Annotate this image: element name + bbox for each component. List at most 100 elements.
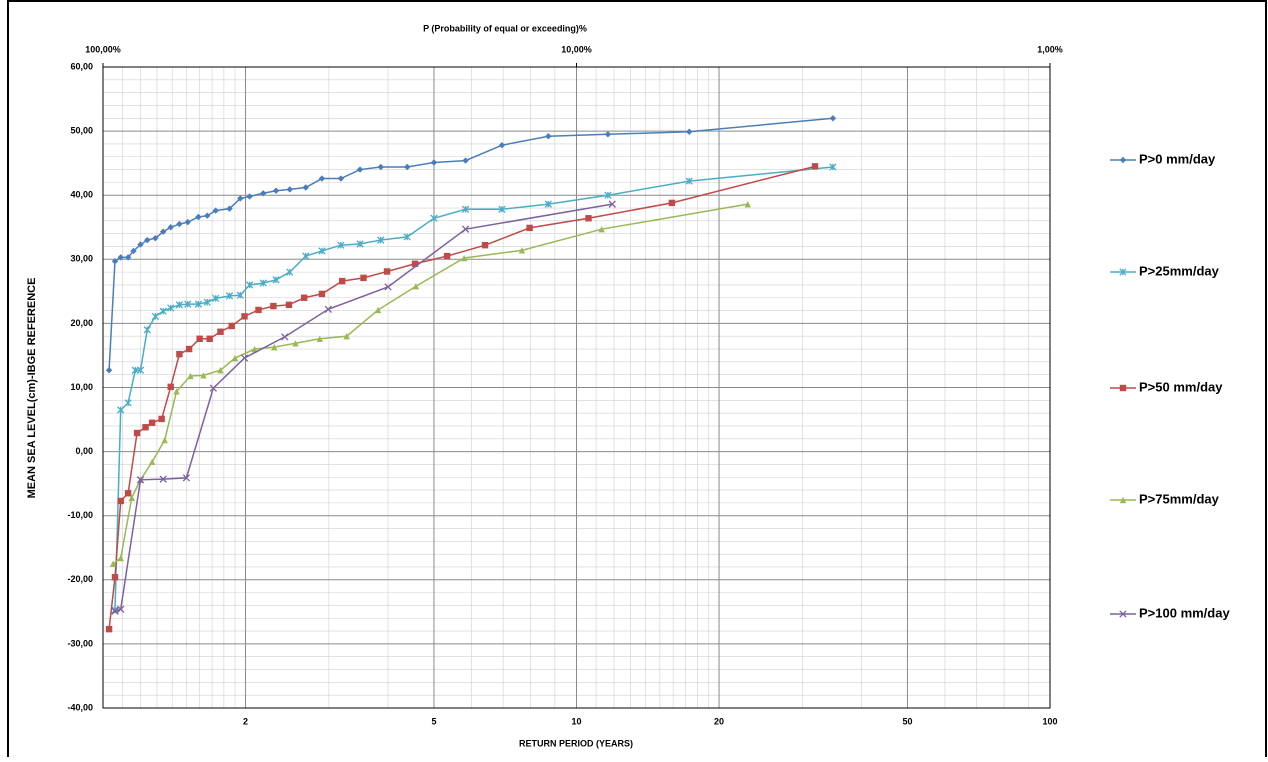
data-point xyxy=(318,175,326,182)
data-point xyxy=(377,163,384,171)
data-point xyxy=(811,163,819,170)
x-axis-title: RETURN PERIOD (YEARS) xyxy=(519,738,633,748)
data-point xyxy=(159,307,167,315)
data-point xyxy=(136,366,145,374)
data-point xyxy=(271,343,278,351)
data-point xyxy=(302,252,310,260)
data-point xyxy=(105,366,113,374)
data-point xyxy=(246,193,253,200)
x2-tick-label: 10,00% xyxy=(561,44,592,54)
data-point xyxy=(148,419,156,426)
data-point xyxy=(184,218,191,226)
data-point xyxy=(377,236,385,244)
data-point xyxy=(686,128,693,135)
series-line xyxy=(114,203,613,612)
data-point xyxy=(498,205,506,213)
data-point xyxy=(460,254,468,262)
data-point xyxy=(228,322,235,330)
x2-tick-label: 100,00% xyxy=(85,44,121,54)
data-point xyxy=(131,366,139,374)
y-tick-label: -30,00 xyxy=(67,638,93,648)
data-point xyxy=(167,383,174,391)
data-point xyxy=(411,260,419,267)
data-point xyxy=(272,276,280,284)
data-point xyxy=(829,163,837,171)
data-point xyxy=(217,366,224,374)
data-point xyxy=(136,476,145,484)
data-point xyxy=(462,157,469,164)
data-point xyxy=(137,241,144,248)
data-point xyxy=(241,313,248,320)
data-point xyxy=(117,554,124,562)
data-point xyxy=(195,213,202,221)
data-point xyxy=(143,326,151,334)
data-point xyxy=(585,215,592,222)
data-point xyxy=(159,228,167,235)
data-point xyxy=(206,335,213,342)
data-point xyxy=(404,163,411,171)
data-point xyxy=(384,283,392,291)
legend-marker xyxy=(1119,156,1127,164)
data-point xyxy=(545,133,552,140)
data-point xyxy=(128,494,135,501)
data-point xyxy=(343,333,350,340)
data-point xyxy=(148,458,156,466)
data-point xyxy=(212,207,219,214)
data-point xyxy=(175,301,184,309)
legend-marker xyxy=(1119,268,1127,276)
data-point xyxy=(117,254,124,261)
data-point xyxy=(251,345,258,353)
legend-label: P>50 mm/day xyxy=(1139,379,1223,394)
data-point xyxy=(187,372,194,380)
legend-label: P>0 mm/day xyxy=(1139,151,1216,166)
y-tick-label: 20,00 xyxy=(70,318,93,328)
data-point xyxy=(245,281,254,289)
data-point xyxy=(356,240,364,248)
y-axis-title: MEAN SEA LEVEL(cm)-IBGE REFERENCE xyxy=(26,278,38,499)
y-tick-label: -10,00 xyxy=(67,510,93,520)
data-point xyxy=(338,277,346,285)
data-point xyxy=(316,335,324,342)
data-point xyxy=(196,335,203,342)
data-point xyxy=(360,274,367,282)
data-point xyxy=(604,131,612,138)
data-point xyxy=(300,294,308,301)
data-point xyxy=(184,300,192,308)
data-point xyxy=(182,474,191,482)
data-point xyxy=(176,220,183,228)
data-point xyxy=(217,328,224,335)
x-tick-label: 2 xyxy=(243,716,248,726)
data-point xyxy=(240,354,249,362)
data-point xyxy=(225,292,234,300)
legend-label: P>100 mm/day xyxy=(1139,605,1230,620)
data-point xyxy=(226,205,233,212)
data-point xyxy=(744,200,751,208)
data-point xyxy=(498,142,506,149)
data-point xyxy=(443,252,451,260)
data-point xyxy=(430,214,438,222)
data-point xyxy=(598,225,605,233)
data-point xyxy=(461,225,470,233)
data-point xyxy=(231,354,239,362)
data-point xyxy=(608,200,616,208)
data-point xyxy=(161,436,168,444)
data-point xyxy=(130,247,137,255)
y-tick-label: -20,00 xyxy=(67,574,93,584)
x-tick-label: 10 xyxy=(571,716,581,726)
x2-axis-title: P (Probability of equal or exceeding)% xyxy=(423,23,587,33)
y-tick-label: 40,00 xyxy=(70,190,93,200)
data-point xyxy=(200,372,207,379)
x-tick-label: 20 xyxy=(714,716,724,726)
data-point xyxy=(111,607,119,615)
data-point xyxy=(152,234,159,242)
legend-marker xyxy=(1119,496,1127,504)
data-point xyxy=(167,304,175,312)
plot-border xyxy=(102,66,1051,709)
data-point xyxy=(285,301,293,309)
data-point xyxy=(383,268,391,275)
data-point xyxy=(212,294,220,303)
data-point xyxy=(185,345,193,353)
data-point xyxy=(237,195,244,202)
data-point xyxy=(144,236,151,244)
data-point xyxy=(829,115,837,122)
